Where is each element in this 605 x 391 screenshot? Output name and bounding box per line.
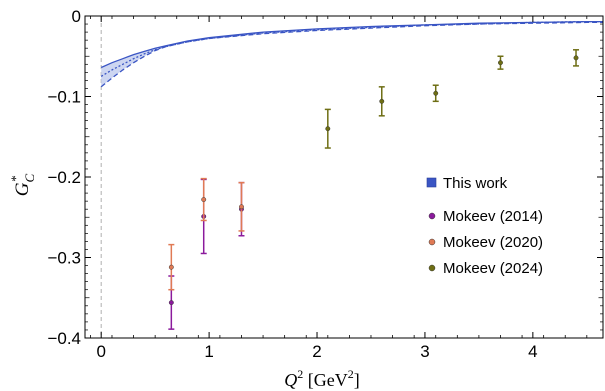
x-axis-title-exp: 2 (297, 367, 303, 381)
data-point (325, 126, 331, 132)
y-axis-title-sup: * (8, 175, 23, 182)
svg-text:GC*: GC* (8, 173, 37, 196)
legend-item: Mokeev (2024) (428, 260, 543, 277)
band-upper-line (100, 20, 603, 69)
legend-label: This work (443, 175, 508, 192)
legend-swatch (428, 238, 436, 246)
data-point (201, 197, 207, 202)
plot-area (84, 15, 604, 339)
y-tick-label: −0.3 (47, 249, 81, 268)
x-axis-title: Q2 [GeV2] (284, 367, 359, 390)
data-point (498, 60, 503, 66)
legend-label: Mokeev (2024) (443, 260, 543, 277)
y-axis-title: GC* (8, 173, 37, 196)
data-point (239, 204, 244, 210)
y-tick-label: 0 (72, 7, 81, 26)
y-axis-title-base: G (12, 182, 33, 196)
legend-label: Mokeev (2014) (443, 208, 543, 225)
band-center-line (100, 20, 603, 77)
data-point (168, 300, 174, 306)
y-tick-label: −0.2 (47, 168, 81, 187)
legend-swatch (428, 264, 436, 272)
data-point (168, 264, 174, 270)
band-lower-line (100, 21, 603, 88)
legend-swatch (426, 177, 437, 188)
series-0 (168, 178, 245, 330)
x-axis-title-unit: [GeV (303, 370, 347, 390)
data-point (433, 90, 439, 96)
y-tick-label: −0.1 (47, 88, 81, 107)
x-tick-label: 1 (204, 342, 213, 361)
legend-swatch (428, 212, 436, 220)
legend-item: Mokeev (2014) (428, 208, 543, 225)
series-2 (324, 49, 580, 149)
data-point (573, 55, 579, 61)
legend-item: Mokeev (2020) (428, 234, 543, 251)
x-axis-title-unit-close: ] (354, 370, 360, 390)
data-point (379, 98, 385, 104)
x-tick-label: 2 (312, 342, 321, 361)
y-tick-label: −0.4 (47, 329, 81, 348)
y-axis-ticks: 0 −0.1 −0.2 −0.3 −0.4 (47, 7, 603, 348)
series-1 (168, 177, 245, 291)
legend-item: This work (426, 175, 508, 192)
x-axis-ticks: 0 1 2 3 4 (89, 16, 588, 361)
legend: This work Mokeev (2014) Mokeev (2020) Mokee… (426, 175, 543, 277)
plot-frame (84, 15, 604, 339)
y-axis-title-sub: C (22, 173, 37, 182)
x-tick-label: 4 (528, 342, 537, 361)
x-tick-label: 0 (96, 342, 105, 361)
band-area (101, 21, 603, 87)
x-axis-title-unit-exp: 2 (348, 367, 354, 381)
x-axis-title-base: Q (284, 370, 297, 390)
legend-label: Mokeev (2020) (443, 234, 543, 251)
x-tick-label: 3 (420, 342, 429, 361)
